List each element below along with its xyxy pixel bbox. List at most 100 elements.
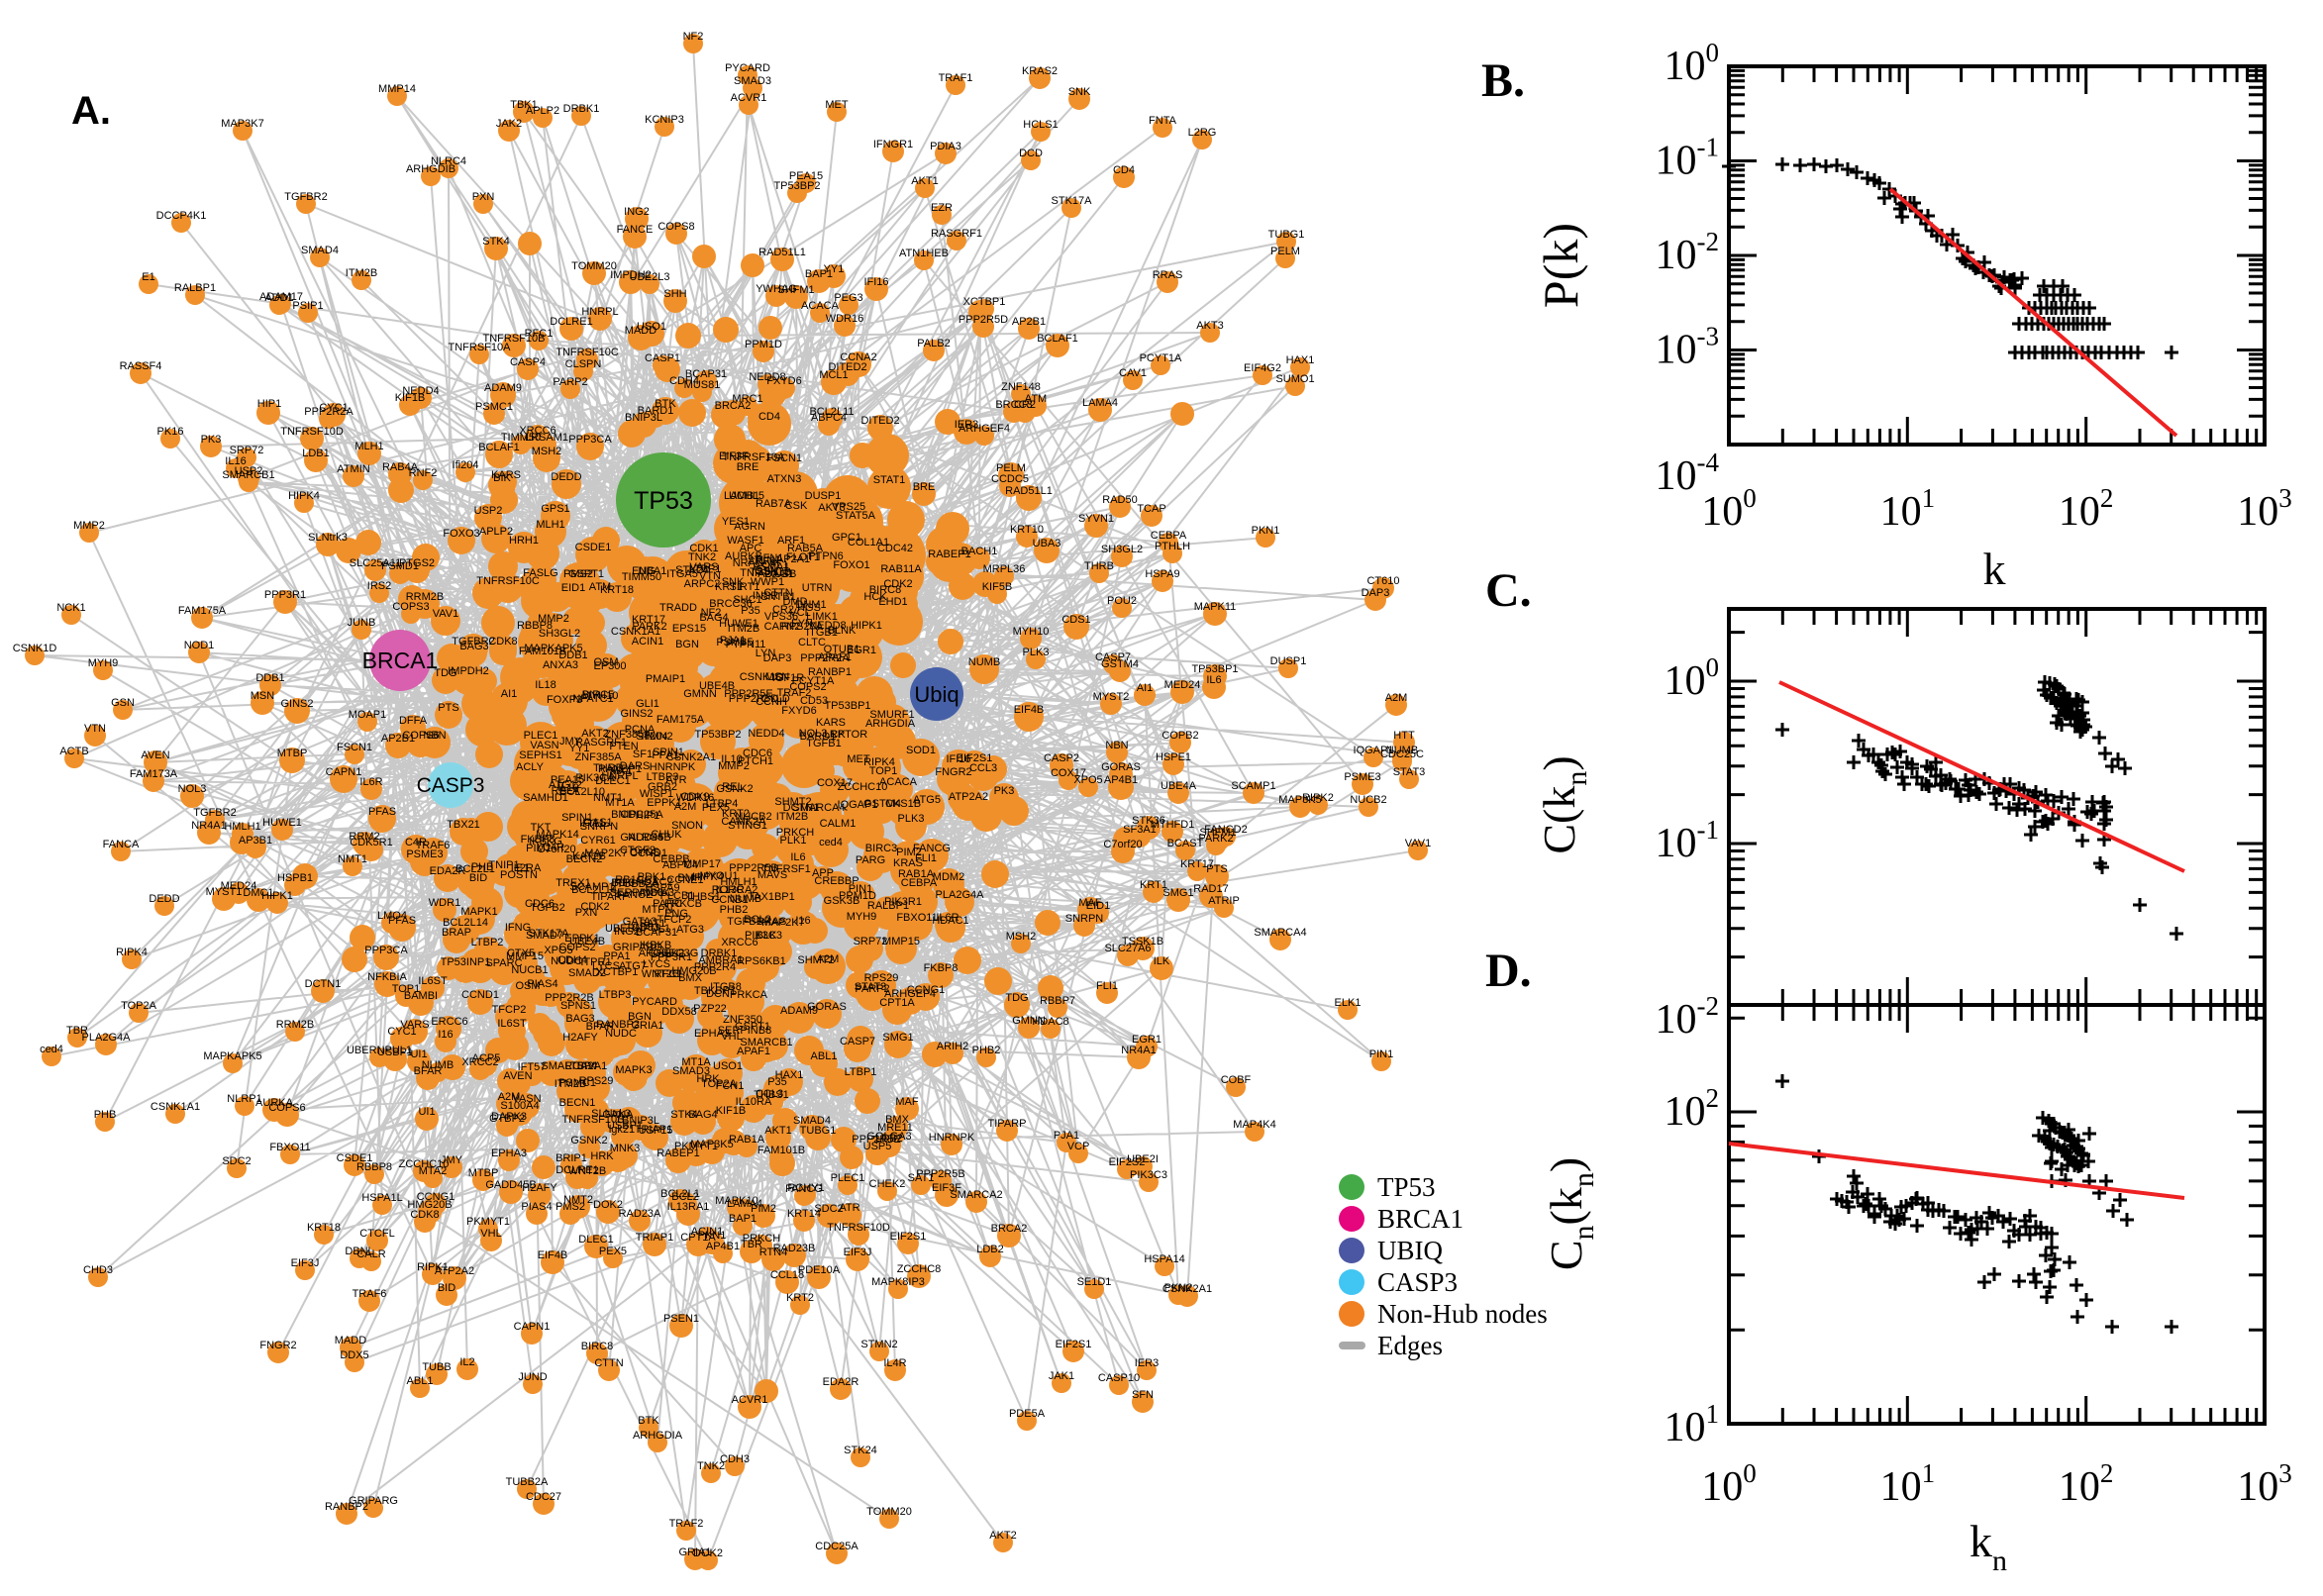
svg-text:KIF1B: KIF1B	[395, 392, 426, 404]
svg-text:FAM175A: FAM175A	[178, 605, 227, 617]
svg-text:RAD17: RAD17	[1193, 883, 1228, 895]
svg-text:HRH1: HRH1	[509, 535, 539, 547]
svg-text:MYST2: MYST2	[1093, 691, 1130, 703]
svg-text:DDX5: DDX5	[340, 1349, 368, 1361]
svg-text:PLEC1: PLEC1	[831, 1172, 865, 1184]
svg-text:REL: REL	[722, 781, 743, 793]
svg-text:TNFRSF1: TNFRSF1	[761, 863, 811, 875]
svg-text:SNON: SNON	[671, 820, 703, 832]
svg-text:LTBP1: LTBP1	[689, 563, 722, 575]
svg-text:PK3: PK3	[201, 434, 222, 446]
svg-text:RABEP1: RABEP1	[656, 1147, 699, 1159]
svg-text:ITM2B: ITM2B	[346, 267, 377, 279]
svg-text:RRAS: RRAS	[1153, 269, 1183, 281]
svg-text:DOK2: DOK2	[693, 1547, 723, 1559]
svg-text:ANXA3: ANXA3	[543, 659, 578, 671]
svg-text:GADD45B: GADD45B	[485, 1179, 536, 1191]
svg-text:STMN2: STMN2	[860, 1339, 897, 1350]
svg-text:ADAM9: ADAM9	[780, 1005, 818, 1017]
svg-text:IL18: IL18	[535, 679, 556, 691]
svg-text:MMP2: MMP2	[73, 520, 105, 532]
svg-text:CHEK2: CHEK2	[869, 1178, 906, 1190]
svg-text:DFFA: DFFA	[399, 715, 428, 727]
svg-text:MYOU1: MYOU1	[699, 870, 738, 882]
svg-text:RBBP8: RBBP8	[517, 620, 553, 632]
svg-text:BNIP3L: BNIP3L	[625, 412, 662, 424]
svg-text:FCN1: FCN1	[716, 1080, 745, 1092]
svg-text:CALM1: CALM1	[820, 818, 857, 830]
svg-text:SE1D1: SE1D1	[1077, 1276, 1112, 1288]
svg-text:ZNF385A: ZNF385A	[574, 751, 622, 763]
svg-text:DDB1: DDB1	[255, 672, 284, 684]
svg-text:IFNG: IFNG	[505, 922, 531, 934]
svg-text:NOL3: NOL3	[799, 728, 828, 740]
svg-text:EHD1: EHD1	[878, 596, 907, 608]
svg-text:SCAMP1: SCAMP1	[1231, 780, 1275, 792]
svg-text:CDC27: CDC27	[526, 1491, 561, 1503]
svg-text:RANBP2: RANBP2	[325, 1501, 368, 1513]
svg-text:LDB1: LDB1	[302, 448, 330, 459]
svg-text:SH3GL2: SH3GL2	[1101, 544, 1143, 555]
svg-text:FNGR2: FNGR2	[259, 1340, 296, 1351]
svg-text:BIK: BIK	[493, 472, 511, 484]
svg-text:XRCC2: XRCC2	[461, 1056, 498, 1068]
svg-text:ARHGEF4: ARHGEF4	[884, 988, 936, 1000]
svg-text:PIN1: PIN1	[1369, 1048, 1393, 1060]
svg-text:STING1: STING1	[728, 820, 767, 832]
svg-text:CYC1: CYC1	[319, 402, 348, 414]
svg-text:MAP2K7: MAP2K7	[761, 917, 804, 929]
svg-text:HIPK4: HIPK4	[288, 490, 320, 502]
svg-text:COPS8: COPS8	[657, 221, 694, 233]
svg-text:CASP7: CASP7	[1095, 651, 1131, 663]
svg-text:HSPA1L: HSPA1L	[361, 1192, 402, 1204]
svg-text:RORC: RORC	[712, 884, 744, 896]
svg-text:SHH: SHH	[663, 288, 686, 300]
svg-text:JAK1: JAK1	[1049, 1370, 1074, 1382]
svg-text:AP2B1: AP2B1	[1012, 316, 1046, 328]
svg-text:ATXN3: ATXN3	[767, 473, 802, 485]
svg-text:CPT1A: CPT1A	[879, 997, 915, 1009]
svg-text:P35: P35	[741, 605, 760, 617]
svg-text:CYR61: CYR61	[580, 835, 615, 847]
svg-text:MYH9: MYH9	[88, 657, 119, 669]
svg-text:DRBK1: DRBK1	[563, 103, 600, 115]
svg-text:NMT1: NMT1	[338, 853, 367, 865]
svg-text:GPS1: GPS1	[541, 503, 569, 515]
svg-text:TUBG1: TUBG1	[1268, 229, 1305, 241]
svg-text:MSH2: MSH2	[532, 446, 562, 457]
svg-text:PDE10A: PDE10A	[798, 1264, 841, 1276]
svg-text:NF2: NF2	[683, 31, 704, 43]
svg-text:IL10: IL10	[557, 782, 578, 794]
svg-text:PPP3R1: PPP3R1	[651, 951, 692, 963]
svg-text:PEX5: PEX5	[599, 1246, 627, 1257]
svg-text:RIPK4: RIPK4	[863, 756, 895, 768]
svg-text:CYC1: CYC1	[387, 1026, 416, 1038]
svg-text:P35: P35	[767, 1076, 787, 1088]
svg-text:FNGR2: FNGR2	[935, 766, 971, 778]
svg-text:LYCS: LYCS	[592, 960, 620, 972]
svg-text:PKMYT1: PKMYT1	[466, 1216, 510, 1228]
svg-text:CTTN: CTTN	[594, 1357, 623, 1369]
svg-text:ADAM9: ADAM9	[484, 382, 522, 394]
svg-text:UBERNPUL1: UBERNPUL1	[347, 1045, 412, 1056]
svg-text:TDG: TDG	[1005, 992, 1028, 1004]
svg-text:SMAD4: SMAD4	[793, 1115, 831, 1127]
svg-text:ZCCHC10: ZCCHC10	[399, 1158, 450, 1170]
svg-text:EGR1: EGR1	[1132, 1034, 1162, 1046]
svg-text:GSK3B: GSK3B	[824, 895, 860, 907]
svg-text:ARHGEF4: ARHGEF4	[959, 423, 1010, 435]
svg-text:NCK1: NCK1	[56, 602, 85, 614]
svg-text:UBIQ: UBIQ	[1377, 1236, 1443, 1265]
svg-text:BECN2: BECN2	[566, 853, 603, 865]
svg-text:GINS2: GINS2	[280, 698, 313, 710]
svg-text:MAP3K7: MAP3K7	[221, 118, 263, 130]
svg-text:ING2: ING2	[624, 206, 650, 218]
svg-text:PARG: PARG	[856, 854, 885, 866]
svg-text:MOAP1: MOAP1	[349, 709, 387, 721]
svg-text:NUCB2: NUCB2	[1350, 794, 1386, 806]
svg-text:GPC1: GPC1	[832, 532, 861, 544]
svg-text:KRT2: KRT2	[786, 1292, 814, 1304]
svg-text:PKN1: PKN1	[1252, 525, 1280, 537]
svg-text:PSMC1: PSMC1	[475, 401, 513, 413]
svg-text:POSTN: POSTN	[500, 869, 538, 881]
